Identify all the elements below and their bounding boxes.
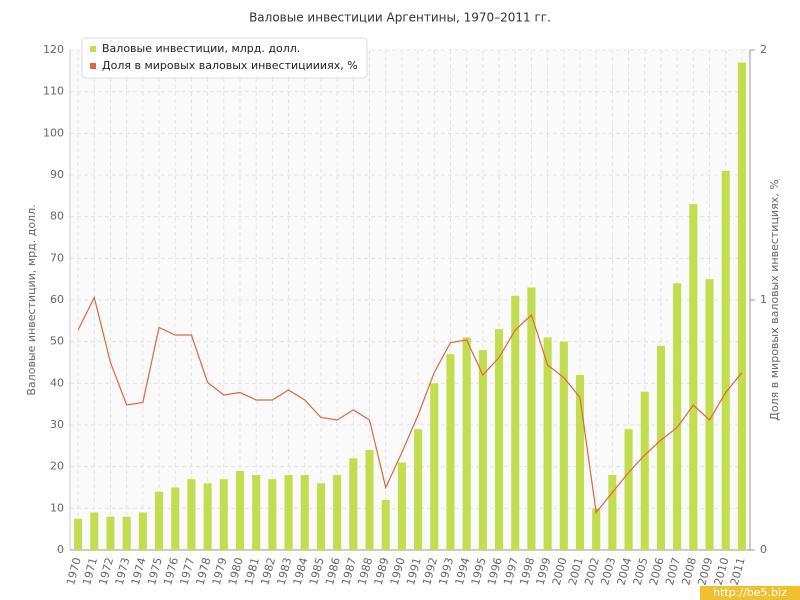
bar <box>90 512 99 550</box>
legend-swatch <box>90 63 96 69</box>
bar <box>446 354 455 550</box>
y-tick-label: 80 <box>50 210 64 223</box>
y-tick-label: 30 <box>50 418 64 431</box>
y2-axis-label: Доля в мировых валовых инвестициях, % <box>768 179 781 420</box>
bar <box>721 170 730 551</box>
watermark: http://be5.biz <box>713 586 787 599</box>
bar <box>737 62 746 550</box>
bar <box>187 479 196 550</box>
legend-label: Валовые инвестиции, млрд. долл. <box>102 42 300 55</box>
bar <box>592 508 601 550</box>
bar <box>171 487 180 550</box>
bar <box>608 475 617 550</box>
bar <box>624 429 633 550</box>
y-axis-label: Валовые инвестиции, мрд. долл. <box>25 204 38 395</box>
bar <box>365 450 374 550</box>
bar <box>397 462 406 550</box>
y2-tick-label: 0 <box>760 543 767 556</box>
bar <box>252 475 261 550</box>
bar <box>559 341 568 550</box>
bar <box>673 283 682 550</box>
y-tick-label: 60 <box>50 293 64 306</box>
bar <box>268 479 277 550</box>
bar <box>316 483 325 550</box>
bar <box>527 287 536 550</box>
bar <box>349 458 358 550</box>
legend-label: Доля в мировых валовых инвестициииях, % <box>102 59 358 72</box>
y-tick-label: 90 <box>50 168 64 181</box>
bar <box>543 337 552 550</box>
bar <box>219 479 228 550</box>
bar <box>300 475 309 550</box>
line <box>77 295 743 514</box>
bar <box>414 429 423 550</box>
bar <box>284 475 293 550</box>
y2-tick-label: 1 <box>760 293 767 306</box>
bar <box>705 279 714 550</box>
bar <box>575 375 585 550</box>
bar <box>203 483 212 550</box>
bar <box>381 500 390 550</box>
y-tick-label: 70 <box>50 251 64 264</box>
bar <box>478 350 487 550</box>
bar <box>511 295 520 550</box>
bar <box>122 516 131 550</box>
bar <box>235 470 245 550</box>
y-tick-label: 40 <box>50 376 64 389</box>
y-tick-label: 110 <box>43 85 64 98</box>
y-tick-label: 0 <box>57 543 64 556</box>
watermark-bg <box>700 586 800 600</box>
y-tick-label: 20 <box>50 460 64 473</box>
y-tick-label: 50 <box>50 335 64 348</box>
bar <box>138 512 147 550</box>
bar <box>656 345 665 550</box>
bar <box>106 516 115 550</box>
bar <box>74 518 83 550</box>
y-tick-label: 10 <box>50 501 64 514</box>
legend-swatch <box>90 46 96 52</box>
bar <box>462 337 471 550</box>
bar <box>430 383 439 550</box>
bar <box>640 391 649 550</box>
y-tick-label: 100 <box>43 126 64 139</box>
chart-title: Валовые инвестиции Аргентины, 1970–2011 … <box>249 11 551 25</box>
bar <box>689 204 698 550</box>
y2-tick-label: 2 <box>760 43 767 56</box>
bar <box>495 329 504 550</box>
bar <box>333 475 342 550</box>
y-tick-label: 120 <box>43 43 64 56</box>
legend-box <box>81 37 368 79</box>
bar <box>155 491 164 550</box>
